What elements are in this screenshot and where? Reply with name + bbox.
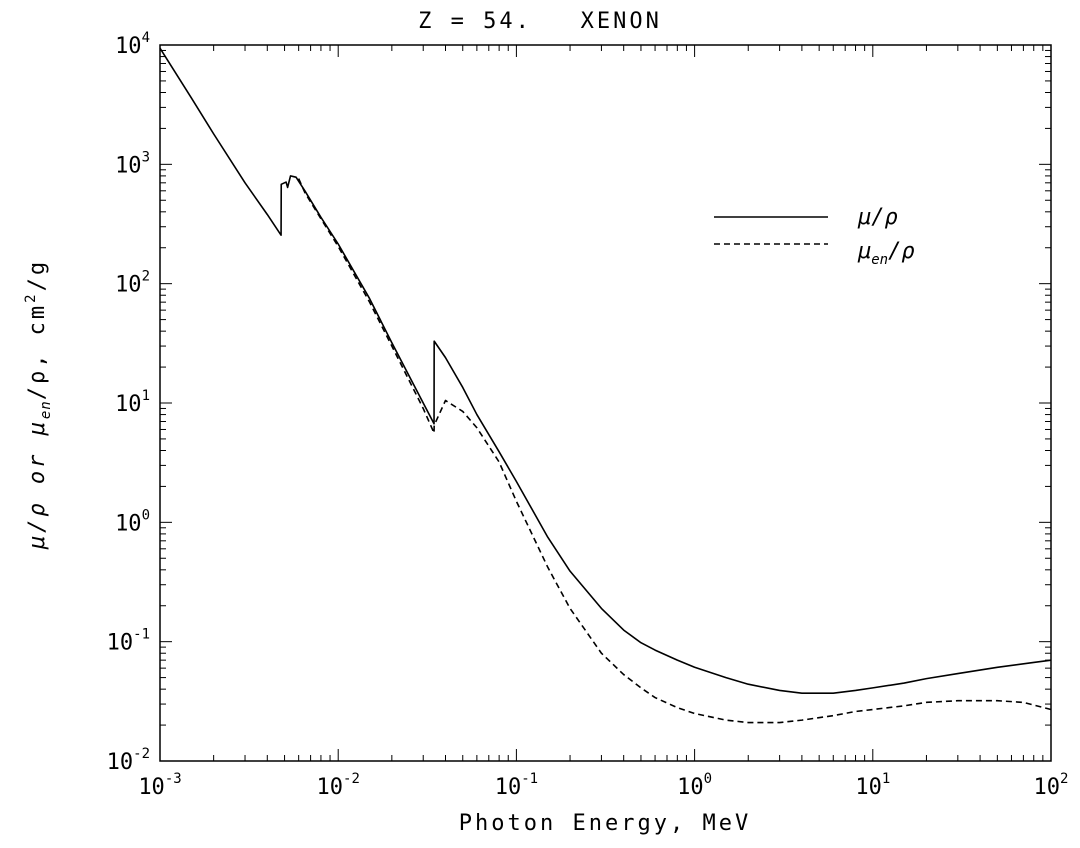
plot-frame [159,44,1052,762]
y-axis-ticks [160,49,1051,762]
y-tick-label-base: 10 [107,750,134,775]
legend-label-tail: /ρ [888,239,915,264]
y-tick-label: 104 [115,30,150,59]
y-tick-label-exponent: 0 [142,507,150,523]
y-tick-label-exponent: -2 [133,746,150,762]
legend-label-main: μ [857,239,871,264]
y-tick-label-base: 10 [115,273,142,298]
x-tick-label: 10-2 [317,771,360,800]
x-tick-label: 10-3 [138,771,181,800]
x-tick-label-base: 10 [138,775,165,800]
y-tick-label-base: 10 [115,153,142,178]
y-tick-label-exponent: 3 [142,149,150,165]
y-axis-title-part-4: 2 [23,291,39,302]
y-axis-title-part-5: /g [25,259,50,292]
y-tick-label-exponent: 2 [142,269,150,285]
x-axis-tick-labels: 10-3 10-2 10-1 100 101 102 [138,771,1068,800]
x-tick-label-exponent: -1 [521,771,538,787]
y-tick-label-exponent: 4 [142,30,150,46]
y-tick-label-exponent: 1 [142,388,150,404]
x-tick-label-base: 10 [495,775,522,800]
y-tick-label: 10-1 [107,627,150,656]
series-line-1 [159,47,1052,694]
x-tick-label-base: 10 [677,775,704,800]
x-tick-label: 101 [855,771,890,800]
legend-label-subscript: en [871,252,888,268]
y-tick-label-base: 10 [107,631,134,656]
y-tick-label-base: 10 [115,34,142,59]
x-axis-ticks [159,45,1044,761]
y-tick-label: 103 [115,149,150,178]
y-tick-label-base: 10 [115,511,142,536]
x-tick-label-exponent: 1 [882,771,890,787]
legend-label-1: μ/ρ [857,205,898,230]
y-axis-title: μ/ρ or μen/ρ, cm2/g [23,259,54,550]
y-tick-label: 101 [115,388,150,417]
x-tick-label-exponent: 0 [704,771,712,787]
x-axis-title: Photon Energy, MeV [459,811,751,836]
x-tick-label-base: 10 [1034,775,1061,800]
x-tick-label: 10-1 [495,771,538,800]
y-axis-title-part-3: /ρ, cm [25,303,50,400]
y-tick-label: 100 [115,507,150,536]
y-tick-label: 102 [115,269,150,298]
x-tick-label: 102 [1034,771,1069,800]
y-tick-label-base: 10 [115,392,142,417]
x-tick-label-exponent: -3 [165,771,182,787]
legend-label-2: μen/ρ [857,239,915,268]
series-layer [159,47,1052,724]
x-tick-label-exponent: -2 [343,771,360,787]
y-tick-label: 10-2 [107,746,150,775]
y-axis-title-part-1: μ/ρ or μ [25,419,50,550]
legend-label-main: μ/ρ [857,205,898,230]
x-tick-label-base: 10 [855,775,882,800]
x-tick-label-base: 10 [317,775,344,800]
x-tick-label: 100 [677,771,712,800]
chart-title: Z = 54. XENON [418,9,662,34]
y-axis-title-part-2: en [38,400,54,419]
series-line-2 [297,178,1052,724]
x-tick-label-exponent: 2 [1060,771,1068,787]
y-tick-label-exponent: -1 [133,627,150,643]
